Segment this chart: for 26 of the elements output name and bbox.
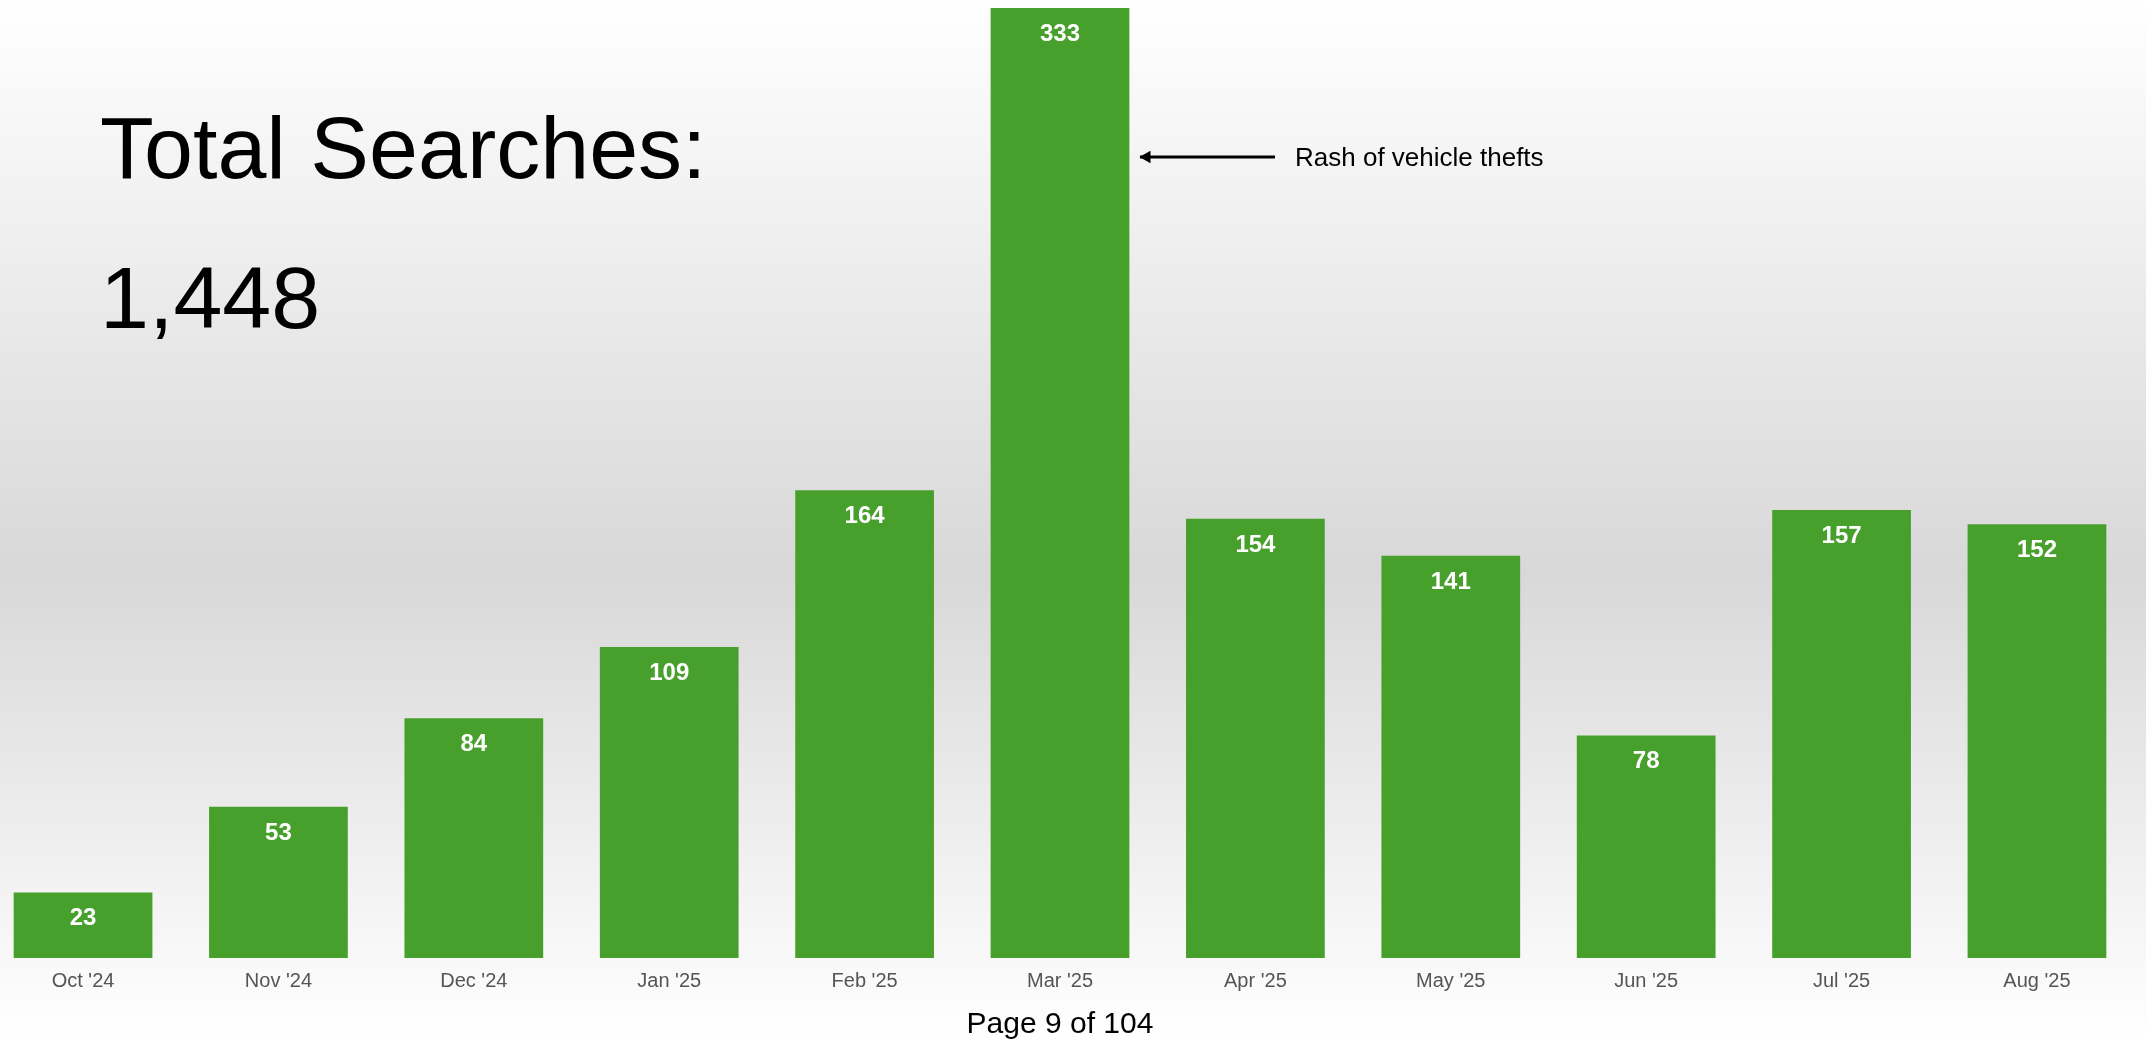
x-tick-label: Mar '25 [1026, 968, 1094, 991]
data-label: 164 [844, 501, 886, 529]
x-tick-label: Nov '24 [244, 968, 313, 991]
data-label: 109 [649, 658, 690, 686]
x-tick-label: Jun '25 [1614, 968, 1679, 991]
text: Total Searches: [100, 98, 707, 197]
data-label: 78 [1632, 746, 1660, 774]
x-tick-label: Jul '25 [1812, 968, 1871, 991]
data-label: 23 [69, 903, 97, 931]
x-tick-label: Oct '24 [51, 968, 115, 991]
x-tick-label: Apr '25 [1224, 968, 1287, 991]
data-label: 84 [460, 729, 488, 757]
x-tick-label: Dec '24 [440, 968, 508, 991]
x-tick-label: Jan '25 [637, 968, 702, 991]
text: Page 9 of 104 [966, 1006, 1154, 1039]
annotation: Rash of vehicle thefts [1295, 142, 1544, 172]
data-label: 152 [2016, 535, 2057, 563]
text: 1,448 [100, 248, 321, 347]
x-tick-label: Aug '25 [2003, 968, 2071, 991]
data-label: 53 [265, 817, 292, 845]
x-tick-label: Feb '25 [831, 968, 898, 991]
data-label: 157 [1821, 521, 1862, 549]
data-label: 141 [1430, 566, 1471, 594]
data-label: 333 [1039, 19, 1081, 46]
x-tick-label: May '25 [1416, 968, 1486, 991]
data-label: 154 [1235, 529, 1277, 557]
